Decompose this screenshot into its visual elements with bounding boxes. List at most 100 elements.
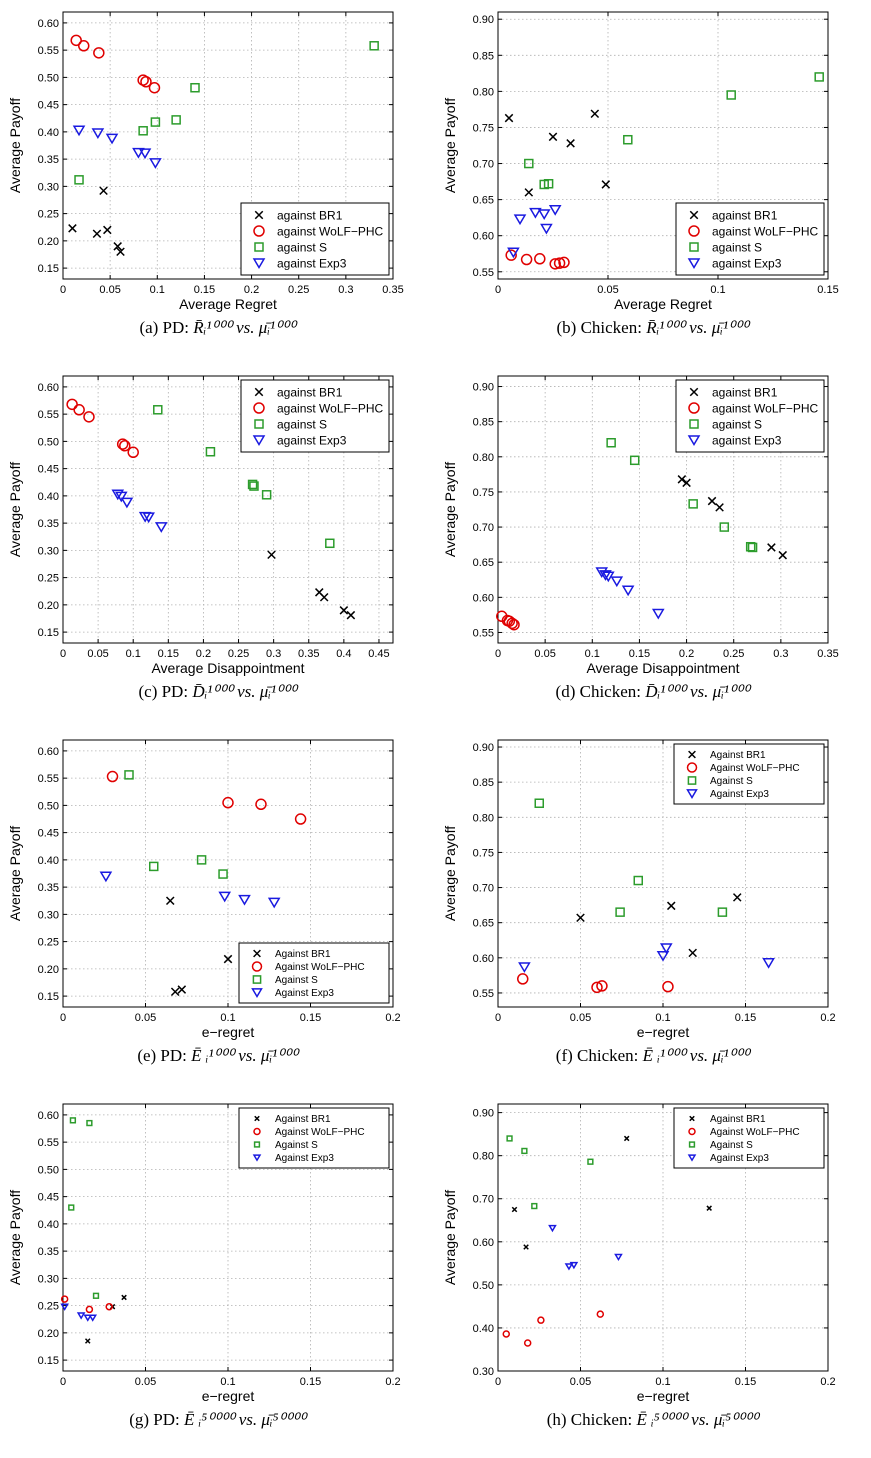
legend-marker <box>689 387 699 397</box>
data-point <box>623 134 633 145</box>
x-tick-label: 0 <box>60 284 66 296</box>
data-point <box>99 186 108 196</box>
y-tick-label: 0.90 <box>473 382 494 394</box>
chart-caption: (f) Chicken: Ē ᵢ¹⁰⁰⁰ vs. μ̄ᵢ¹⁰⁰⁰ <box>435 1046 870 1066</box>
data-point <box>688 948 697 958</box>
caption-formula: D̄ᵢ¹⁰⁰⁰ vs. μ̄ᵢ¹⁰⁰⁰ <box>192 682 297 701</box>
data-point <box>524 188 534 197</box>
chart-panel-c: 0 0.05 0.1 0.15 0.2 0.25 0.3 0.35 0.4 0.45 0.15 0.2… <box>0 364 435 728</box>
chart-caption: (d) Chicken: D̄ᵢ¹⁰⁰⁰ vs. μ̄ᵢ¹⁰⁰⁰ <box>435 682 870 702</box>
data-point <box>319 592 329 602</box>
y-tick-label: 0.75 <box>473 847 494 859</box>
data-point <box>659 943 673 954</box>
data-point <box>762 957 775 969</box>
x-tick-label: 0.15 <box>629 648 650 660</box>
x-tick-label: 0.05 <box>87 648 108 660</box>
data-point <box>531 1202 538 1210</box>
series-S <box>68 1117 100 1299</box>
data-point <box>99 871 113 883</box>
legend-entry: against BR1 <box>712 385 778 399</box>
chart-panel-h: 0 0.05 0.1 0.15 0.2 0.30 0.40 0.50 0.60 0.70 0.80 0… <box>435 1092 870 1456</box>
chart-caption: (c) PD: D̄ᵢ¹⁰⁰⁰ vs. μ̄ᵢ¹⁰⁰⁰ <box>0 682 435 702</box>
x-tick-label: 0.35 <box>298 648 319 660</box>
chart-caption: (a) PD: R̄ᵢ¹⁰⁰⁰ vs. μ̄ᵢ¹⁰⁰⁰ <box>0 318 435 338</box>
y-tick-label: 0.40 <box>38 491 59 503</box>
y-tick-label: 0.80 <box>473 86 494 98</box>
data-point <box>247 479 258 490</box>
chart-panel-g: 0 0.05 0.1 0.15 0.2 0.15 0.20 0.25 0.30 0.35 0.40 0… <box>0 1092 435 1456</box>
y-axis-label: Average Payoff <box>7 462 23 557</box>
x-tick-label: 0.1 <box>126 648 141 660</box>
data-point <box>656 950 670 962</box>
data-point <box>222 796 234 809</box>
data-point <box>249 481 259 491</box>
data-point <box>508 618 520 631</box>
x-tick-label: 0.25 <box>228 648 249 660</box>
data-point <box>523 1244 529 1250</box>
series-S <box>124 770 228 879</box>
data-point <box>74 175 84 185</box>
legend-entry: Against S <box>275 975 318 986</box>
data-point <box>517 973 529 985</box>
data-point <box>170 987 180 997</box>
legend-marker <box>252 1154 262 1162</box>
y-tick-label: 0.60 <box>38 746 59 758</box>
chart-panel-f: 0 0.05 0.1 0.15 0.2 0.55 0.60 0.65 0.70 0.75 0.80 0… <box>435 728 870 1092</box>
x-tick-label: 0.3 <box>266 648 281 660</box>
y-tick-label: 0.25 <box>38 573 59 585</box>
y-tick-label: 0.70 <box>473 883 494 895</box>
data-point <box>596 1310 605 1318</box>
data-point <box>814 72 824 82</box>
data-point <box>614 1253 623 1262</box>
y-tick-label: 0.35 <box>38 518 59 530</box>
data-point <box>513 214 527 226</box>
x-tick-label: 0.1 <box>220 1012 235 1024</box>
data-point <box>66 398 78 411</box>
scatter-chart-a: 0 0.05 0.1 0.15 0.2 0.25 0.3 0.35 0.15 0.20 0.25 0.… <box>7 11 404 312</box>
x-axis-label: e−regret <box>637 1388 690 1404</box>
data-point <box>506 617 518 630</box>
y-tick-label: 0.90 <box>473 14 494 26</box>
data-point <box>218 869 228 879</box>
series-WoLF <box>106 770 307 825</box>
legend-marker <box>253 949 261 958</box>
legend: against BR1 against WoLF−PHC against S agai… <box>240 379 390 453</box>
legend-marker <box>688 225 700 237</box>
series-S <box>606 438 758 553</box>
data-point <box>623 1135 630 1142</box>
x-tick-label: 0.1 <box>220 1376 235 1388</box>
x-tick-label: 0.2 <box>679 648 694 660</box>
y-tick-label: 0.50 <box>38 1164 59 1176</box>
chart-caption: (g) PD: Ē ᵢ⁵⁰⁰⁰⁰ vs. μ̄ᵢ⁵⁰⁰⁰⁰ <box>0 1410 435 1430</box>
legend-entry: Against Exp3 <box>275 1153 334 1164</box>
legend-marker <box>252 975 262 984</box>
series-Exp3 <box>72 125 162 169</box>
data-point <box>717 907 728 917</box>
data-point <box>92 229 102 239</box>
data-point <box>149 861 159 872</box>
x-tick-label: 0.3 <box>338 284 353 296</box>
legend-marker <box>688 402 700 414</box>
chart-panel-b: 0 0.05 0.1 0.15 0.55 0.60 0.65 0.70 0.75 0.80 0.85… <box>435 0 870 364</box>
legend-marker <box>254 242 264 252</box>
legend-marker <box>688 1141 696 1148</box>
data-point <box>599 570 612 581</box>
legend-marker <box>252 258 266 269</box>
y-axis-label: Average Payoff <box>442 826 458 921</box>
data-point <box>706 1205 712 1211</box>
data-point <box>73 404 85 416</box>
data-point <box>682 478 691 488</box>
x-tick-label: 0.2 <box>820 1376 835 1388</box>
y-tick-label: 0.40 <box>38 855 59 867</box>
data-point <box>543 178 554 189</box>
data-point <box>153 405 163 415</box>
data-point <box>719 522 730 532</box>
data-point <box>142 512 155 524</box>
series-BR1 <box>511 1135 712 1250</box>
legend-entry: against Exp3 <box>712 256 782 270</box>
data-point <box>558 256 570 269</box>
legend-entry: Against WoLF−PHC <box>710 763 800 774</box>
data-point <box>120 497 134 509</box>
legend-marker <box>254 387 264 397</box>
legend-entry: Against WoLF−PHC <box>275 1127 365 1138</box>
